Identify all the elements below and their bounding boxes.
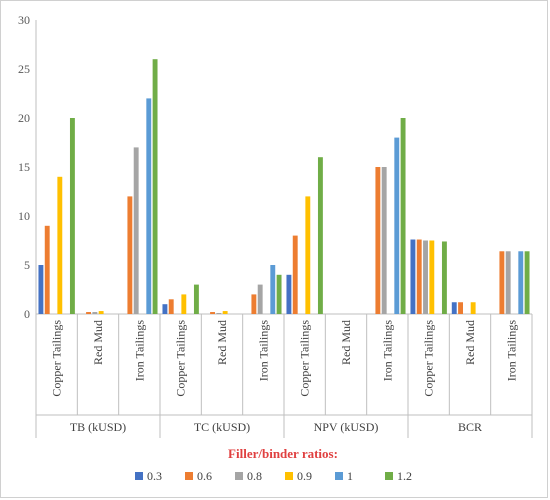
legend-item: 0.6: [185, 469, 212, 483]
legend-item: 1.2: [385, 469, 412, 483]
bar-0.3: [451, 302, 457, 314]
group-label: TC (kUSD): [194, 420, 250, 434]
bar-1.2: [400, 118, 406, 314]
bar-0.6: [416, 239, 422, 314]
bar-0.9: [470, 302, 476, 314]
bar-0.6: [168, 299, 174, 314]
label-layer: 0 5 10 15 20 25 30 Copper Tailings Red Mud Iron T…: [18, 13, 518, 434]
bar-1.2: [276, 274, 282, 314]
bar-0.6: [210, 312, 215, 314]
bar-1.2: [69, 118, 75, 314]
category-label: Iron Tailings: [504, 320, 518, 382]
legend-label: 0.6: [197, 469, 212, 483]
bar-0.3: [286, 274, 292, 314]
bar-0.8: [423, 240, 428, 314]
bar-0.6: [86, 312, 91, 314]
category-label: Iron Tailings: [132, 320, 146, 382]
bar-0.8: [505, 251, 511, 314]
bar-1: [394, 137, 400, 314]
category-label: Red Mud: [91, 320, 105, 365]
legend-item: 0.3: [135, 469, 162, 483]
y-tick-label: 5: [24, 258, 30, 272]
bar-1.2: [152, 59, 158, 315]
bar-1.2: [193, 284, 199, 314]
category-label: Copper Tailings: [298, 320, 312, 397]
legend-label: 0.8: [247, 469, 262, 483]
axis-layer: [35, 20, 533, 438]
category-label: Iron Tailings: [256, 320, 270, 382]
bar-1: [270, 265, 276, 314]
legend-item: 0.8: [235, 469, 262, 483]
bar-0.8: [381, 167, 387, 314]
category-label: Iron Tailings: [380, 320, 394, 382]
bar-1: [146, 98, 152, 315]
bar-0.8: [133, 147, 139, 314]
category-label: Red Mud: [215, 320, 229, 365]
bar-0.6: [127, 196, 133, 314]
legend-title: Filler/binder ratios:: [228, 446, 338, 461]
legend-label: 0.3: [147, 469, 162, 483]
legend-label: 1.2: [397, 469, 412, 483]
legend-swatch: [335, 472, 343, 480]
legend-swatch: [385, 472, 393, 480]
bar-0.9: [222, 311, 228, 314]
bar-0.3: [410, 239, 416, 314]
category-label: Copper Tailings: [50, 320, 64, 397]
legend-swatch: [135, 472, 143, 480]
bar-0.9: [305, 196, 311, 314]
group-label: TB (kUSD): [70, 420, 126, 434]
bar-0.8: [216, 313, 222, 314]
y-tick-label: 30: [18, 13, 30, 27]
category-label: Copper Tailings: [422, 320, 436, 397]
group-label: NPV (kUSD): [314, 420, 379, 434]
bar-0.3: [38, 265, 44, 314]
bar-0.9: [429, 240, 435, 314]
legend-label: 1: [347, 469, 353, 483]
legend-item: 1: [335, 469, 353, 483]
legend-label: 0.9: [297, 469, 312, 483]
bar-0.6: [375, 167, 381, 314]
bar-0.3: [162, 304, 168, 314]
bar-1: [518, 251, 524, 314]
bar-layer: [38, 59, 530, 315]
bar-1.2: [317, 157, 323, 314]
y-tick-label: 20: [18, 111, 30, 125]
category-label: Red Mud: [339, 320, 353, 365]
y-tick-label: 10: [18, 209, 30, 223]
bar-1.2: [441, 241, 447, 314]
bar-0.9: [57, 176, 63, 314]
legend-swatch: [185, 472, 193, 480]
legend-swatch: [285, 472, 293, 480]
y-tick-label: 15: [18, 160, 30, 174]
bar-0.6: [499, 251, 505, 314]
category-label: Copper Tailings: [174, 320, 188, 397]
category-label: Red Mud: [463, 320, 477, 365]
bar-0.6: [251, 294, 257, 314]
legend-swatch: [235, 472, 243, 480]
bar-0.8: [257, 284, 263, 314]
legend-item: 0.9: [285, 469, 312, 483]
y-tick-label: 0: [24, 307, 30, 321]
bar-0.8: [92, 312, 98, 314]
bar-0.9: [98, 311, 104, 314]
bar-1.2: [524, 251, 530, 314]
bar-0.6: [292, 235, 298, 314]
bar-0.6: [458, 302, 463, 314]
group-label: BCR: [458, 420, 482, 434]
bar-0.6: [44, 225, 50, 314]
y-tick-label: 25: [18, 62, 30, 76]
legend: 0.3 0.6 0.8 0.9 1 1.2: [135, 469, 412, 483]
bar-0.9: [181, 294, 187, 314]
